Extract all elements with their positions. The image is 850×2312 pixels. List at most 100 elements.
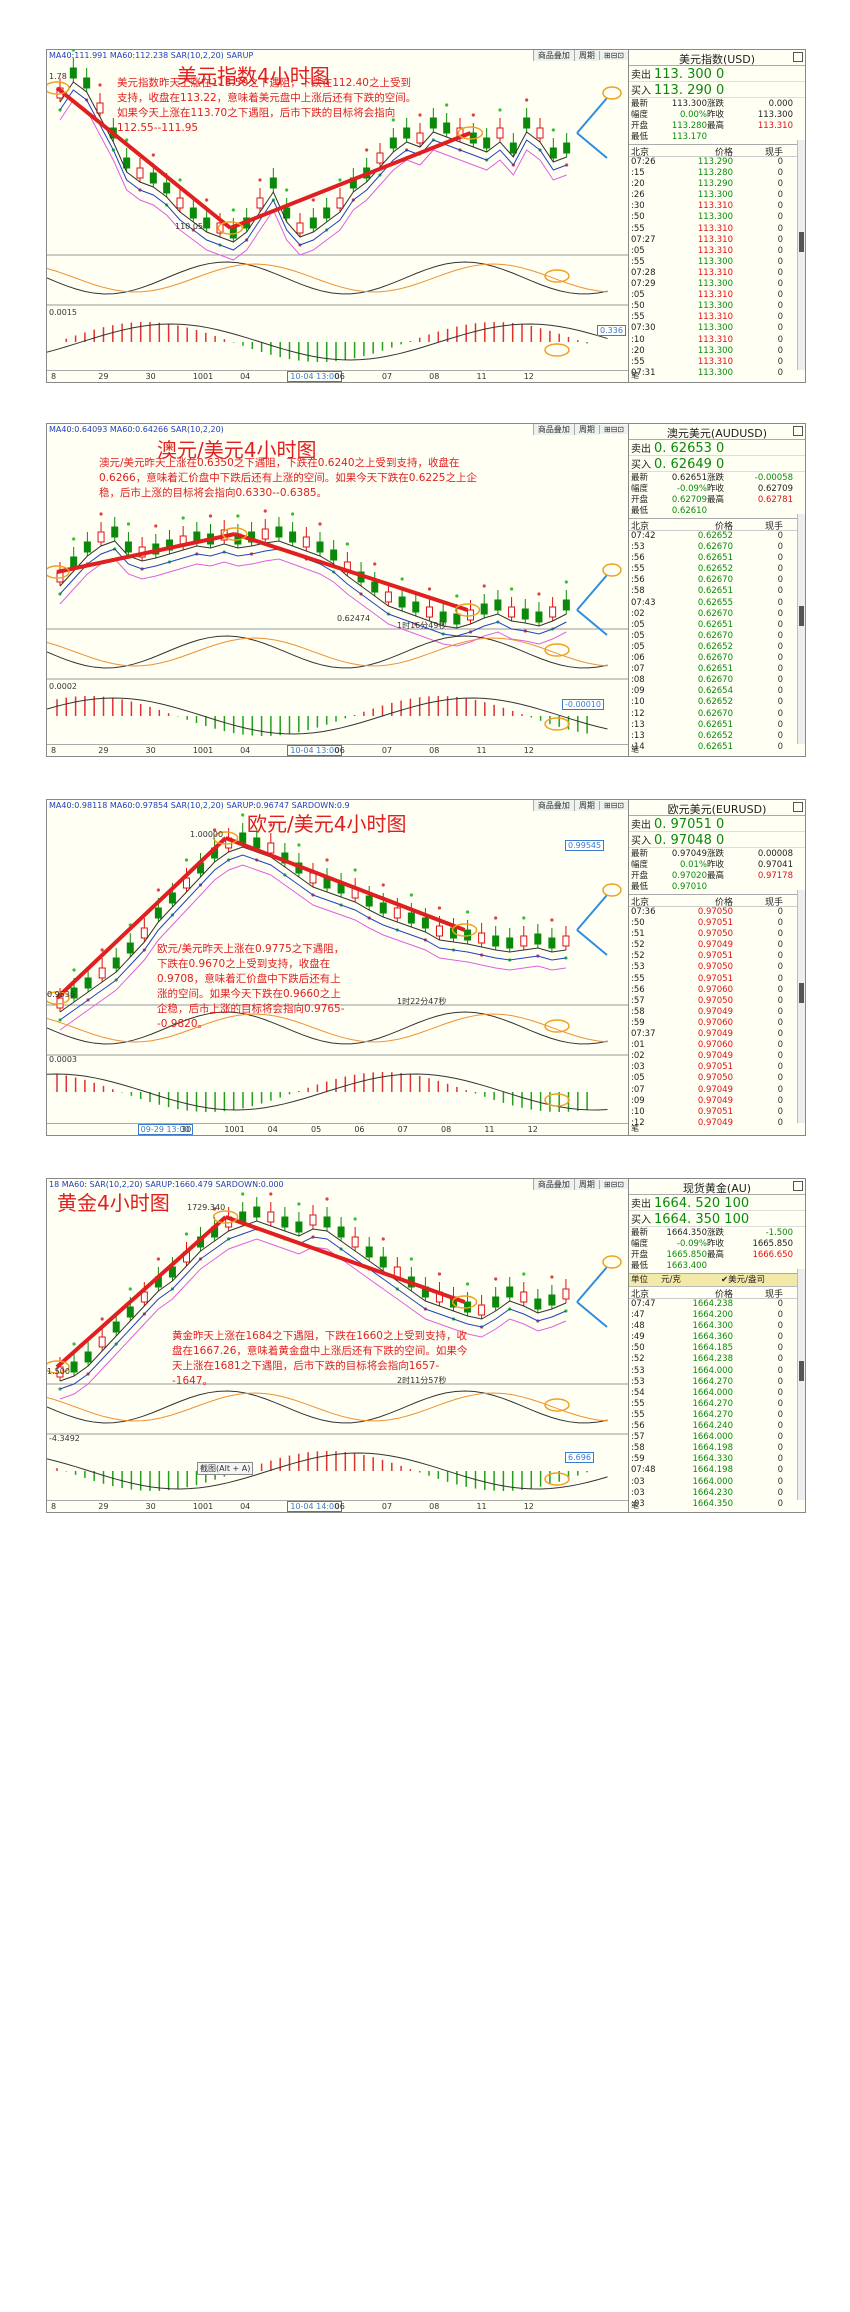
unit-option[interactable]: 单位 xyxy=(631,1275,649,1285)
tick-volume: 0 xyxy=(777,1029,783,1040)
oscillator-line-2 xyxy=(47,1013,608,1043)
stats-value: 0.62651 xyxy=(671,473,707,483)
highlight-circle xyxy=(47,81,70,95)
tick-time: :10 xyxy=(631,697,645,708)
chart-canvas xyxy=(47,50,629,362)
candle-body xyxy=(351,1236,359,1248)
stats-label: 幅度 xyxy=(631,1239,649,1249)
maximize-icon[interactable] xyxy=(793,426,803,436)
stats-grid: 最新 0.62651 涨跌 -0.00058 幅度 -0.09% 昨收 0.62709 开盘 0.… xyxy=(629,472,805,519)
chart-title: 澳元/美元4小时图 xyxy=(157,438,317,462)
sar-dot xyxy=(437,906,442,910)
candle-body xyxy=(562,599,570,611)
tick-volume: 0 xyxy=(777,619,783,630)
highlight-circle xyxy=(544,643,570,657)
candle-body xyxy=(154,907,162,919)
tick-row: :53 0.97050 0 xyxy=(629,962,805,973)
highlight-circle xyxy=(47,1360,70,1374)
scrollbar-thumb[interactable] xyxy=(799,606,804,626)
unit-selector[interactable]: 单位 元/克 ✔美元/盎司 xyxy=(629,1274,805,1287)
overlay-button[interactable]: 商品叠加 xyxy=(532,800,574,811)
indicator-legend: MA40:0.64093 MA60:0.64266 SAR(10,2,20) xyxy=(49,425,224,434)
analysis-note: 欧元/美元昨天上涨在0.9775之下遇阻，下跌在0.9670之上受到支持，收盘在… xyxy=(157,943,345,1030)
value-badge: -0.00010 xyxy=(562,699,604,710)
tick-volume: 0 xyxy=(777,1073,783,1084)
tick-price: 0.62651 xyxy=(697,586,733,597)
highlight-circle xyxy=(47,991,70,1005)
macd-line xyxy=(47,697,608,735)
scrollbar-thumb[interactable] xyxy=(799,1361,804,1382)
time-axis-label: 07 xyxy=(381,1502,393,1511)
tick-time: :55 xyxy=(631,312,645,323)
candle-body xyxy=(289,531,297,543)
tick-price: 113.290 xyxy=(697,179,733,190)
period-button[interactable]: 周期 xyxy=(573,1179,599,1190)
stats-value: 0.01% xyxy=(679,860,707,870)
sar-dot xyxy=(550,1275,554,1279)
ma-line-black xyxy=(59,540,567,629)
layout-button[interactable]: ⊞⊟⊡ xyxy=(598,425,628,434)
tick-row: :53 0.62670 0 xyxy=(629,542,805,553)
unit-option[interactable]: ✔美元/盎司 xyxy=(721,1275,765,1285)
analysis-note: 美元指数昨天上涨在113.50之下遇阻，下跌在112.40之上受到支持，收盘在1… xyxy=(117,77,417,134)
stats-value: 1663.400 xyxy=(666,1261,707,1271)
sar-dot xyxy=(156,888,160,892)
sar-dot xyxy=(550,918,554,922)
tick-price: 1664.200 xyxy=(692,1310,733,1321)
time-axis-label: 10-04 14:00 xyxy=(287,1501,343,1512)
quote-scrollbar[interactable] xyxy=(797,890,805,1123)
quote-scrollbar[interactable] xyxy=(797,140,805,370)
candle-body xyxy=(336,197,344,209)
maximize-icon[interactable] xyxy=(793,52,803,62)
sar-dot xyxy=(263,509,267,513)
tick-price: 0.97050 xyxy=(697,1073,733,1084)
candle-body xyxy=(549,606,557,618)
layout-button[interactable]: ⊞⊟⊡ xyxy=(598,51,628,60)
sar-dot xyxy=(427,587,432,591)
layout-button[interactable]: ⊞⊟⊡ xyxy=(598,1180,628,1189)
overlay-button[interactable]: 商品叠加 xyxy=(532,1179,574,1190)
time-axis-label: 06 xyxy=(354,1125,365,1134)
time-axis: 8 29 30 1001 04 10-04 13:00 06 07 08 11 12 xyxy=(47,370,628,382)
tick-price: 1664.238 xyxy=(692,1299,733,1309)
candle-body xyxy=(562,935,570,947)
tick-price: 0.62670 xyxy=(697,575,733,586)
highlight-circle xyxy=(47,565,70,579)
time-axis-label: 07 xyxy=(381,746,393,755)
period-button[interactable]: 周期 xyxy=(573,800,599,811)
candle-body xyxy=(563,142,571,154)
sar-dot xyxy=(391,118,395,122)
chart-area[interactable]: MA40:111.991 MA60:112.238 SAR(10,2,20) S… xyxy=(47,50,629,382)
tick-price: 0.97060 xyxy=(697,1040,733,1051)
chart-area[interactable]: MA40:0.64093 MA60:0.64266 SAR(10,2,20) 商品… xyxy=(47,424,629,756)
quote-scrollbar[interactable] xyxy=(797,514,805,744)
stats-label: 开盘 xyxy=(631,495,649,505)
chart-area[interactable]: MA40:0.98118 MA60:0.97854 SAR(10,2,20) S… xyxy=(47,800,629,1135)
quote-scrollbar[interactable] xyxy=(797,1269,805,1500)
period-button[interactable]: 周期 xyxy=(573,424,599,435)
maximize-icon[interactable] xyxy=(793,1181,803,1191)
time-axis-label: 10-04 13:00 xyxy=(287,745,343,756)
tick-time: :56 xyxy=(631,553,645,564)
candle-body xyxy=(302,536,310,548)
sar-dot xyxy=(184,858,189,862)
overlay-button[interactable]: 商品叠加 xyxy=(532,424,574,435)
tick-price: 1664.000 xyxy=(692,1476,733,1487)
time-axis-label: 1001 xyxy=(192,746,214,755)
chart-area[interactable]: 18 MA60: SAR(10,2,20) SARUP:1660.479 SAR… xyxy=(47,1179,629,1512)
overlay-button[interactable]: 商品叠加 xyxy=(532,50,574,61)
chart-toolbar: 商品叠加 周期 ⊞⊟⊡ xyxy=(532,1179,628,1191)
period-button[interactable]: 周期 xyxy=(573,50,599,61)
scrollbar-thumb[interactable] xyxy=(799,983,804,1004)
tick-time: :54 xyxy=(631,1387,645,1398)
stats-value: -0.09% xyxy=(676,1239,707,1249)
tick-time: :58 xyxy=(631,586,645,597)
scrollbar-thumb[interactable] xyxy=(799,232,804,252)
highlight-circle xyxy=(544,1398,570,1412)
maximize-icon[interactable] xyxy=(793,802,803,812)
unit-option[interactable]: 元/克 xyxy=(661,1275,681,1285)
layout-button[interactable]: ⊞⊟⊡ xyxy=(598,801,628,810)
tick-time: 07:26 xyxy=(631,157,656,167)
tick-row: :09 0.97049 0 xyxy=(629,1096,805,1107)
tick-volume: 0 xyxy=(777,653,783,664)
